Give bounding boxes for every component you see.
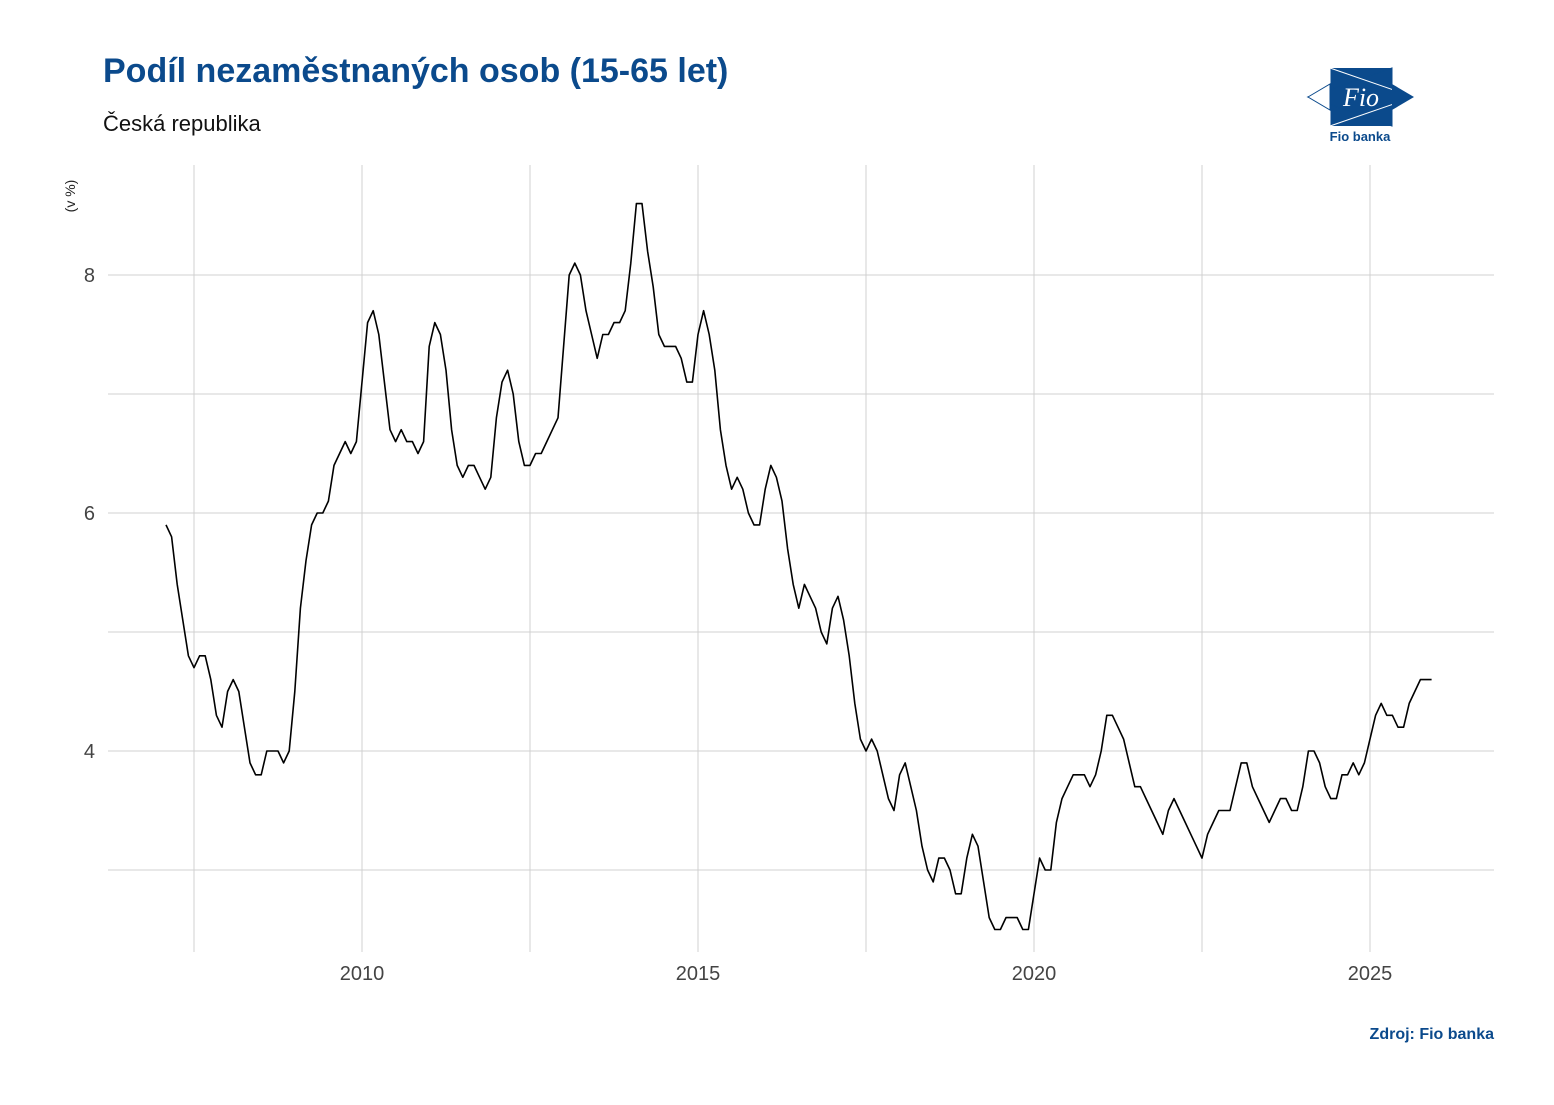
- chart-title: Podíl nezaměstnaných osob (15-65 let): [103, 52, 729, 90]
- fio-logo-icon: Fio: [1306, 67, 1416, 127]
- x-tick-label: 2025: [1348, 963, 1393, 985]
- y-tick-label: 4: [84, 741, 95, 763]
- x-axis-ticks: 2010 2015 2020 2025: [340, 963, 1393, 985]
- chart-subtitle: Česká republika: [103, 111, 261, 136]
- y-axis-ticks: 4 6 8: [84, 265, 95, 763]
- grid-lines: [108, 165, 1494, 952]
- x-tick-label: 2010: [340, 963, 385, 985]
- logo-brand: Fio: [1342, 83, 1379, 112]
- source-note: Zdroj: Fio banka: [1369, 1026, 1494, 1043]
- x-tick-label: 2015: [676, 963, 721, 985]
- y-tick-label: 6: [84, 503, 95, 525]
- x-tick-label: 2020: [1012, 963, 1057, 985]
- logo-label: Fio banka: [1329, 129, 1391, 144]
- y-tick-label: 8: [84, 265, 95, 287]
- data-line: [165, 202, 1432, 931]
